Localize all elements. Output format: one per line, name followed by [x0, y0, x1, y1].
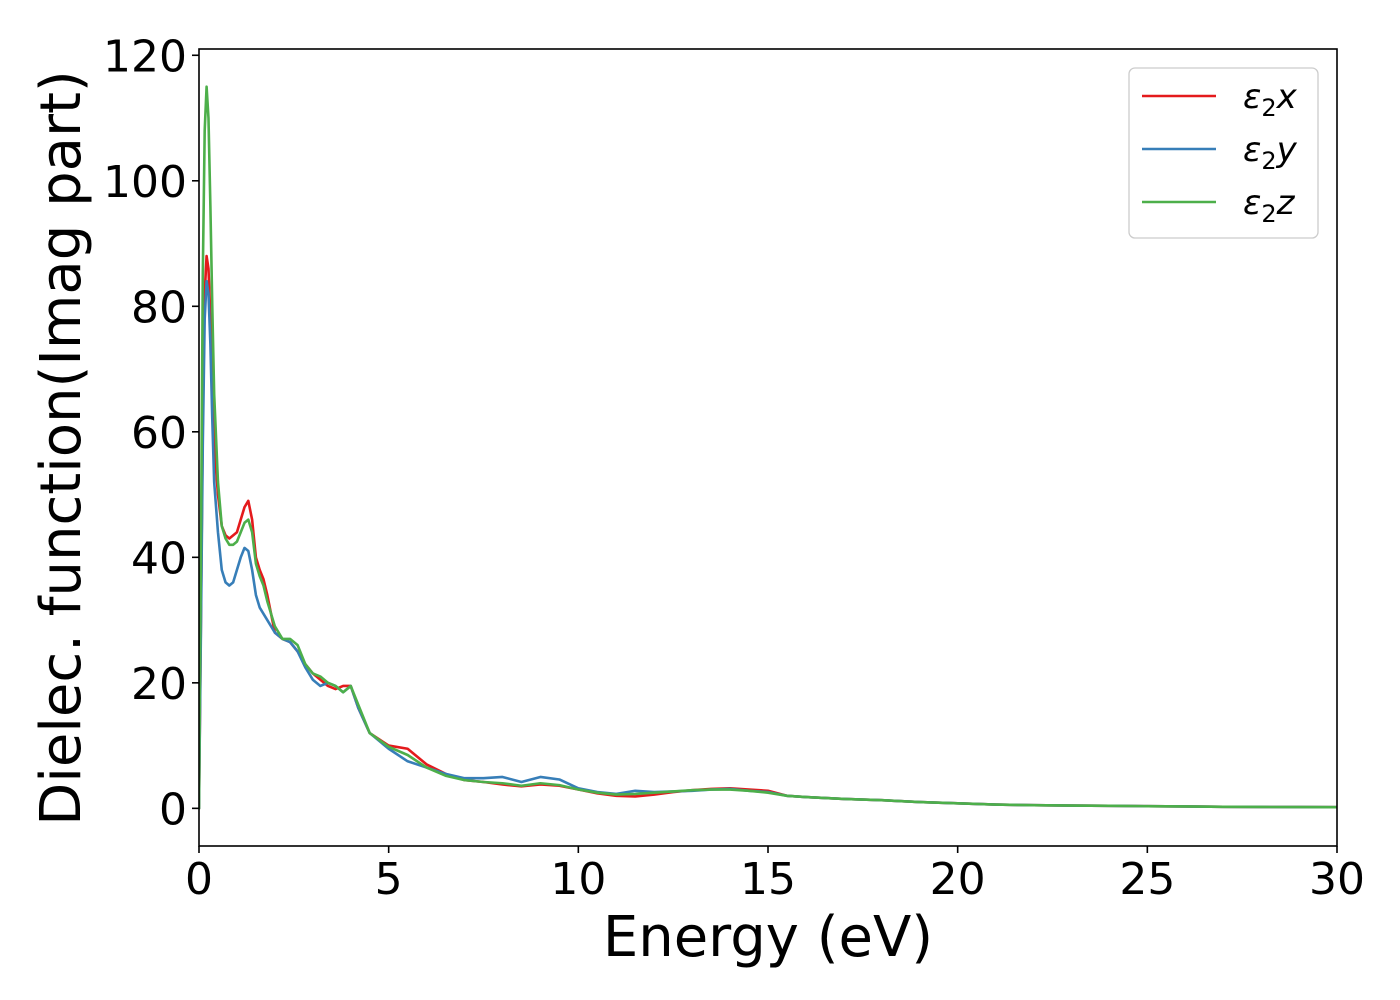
legend-box — [1128, 67, 1319, 239]
x-tick-label: 30 — [1309, 854, 1365, 905]
x-tick-label: 10 — [550, 854, 606, 905]
series-line-x — [199, 254, 1337, 810]
x-axis-label: Energy (eV) — [603, 905, 933, 970]
legend-label-x: ε2x — [1243, 77, 1298, 122]
x-axis-ticks: 0 5 10 15 20 25 30 — [185, 846, 1365, 905]
y-tick-label: 80 — [131, 282, 187, 333]
y-tick-label: 120 — [103, 31, 187, 82]
series-line-z — [199, 85, 1337, 810]
x-tick-label: 5 — [375, 854, 403, 905]
legend-label-y: ε2y — [1243, 130, 1298, 175]
series-line-y — [199, 279, 1337, 810]
x-tick-label: 20 — [930, 854, 986, 905]
y-tick-label: 60 — [131, 408, 187, 459]
legend-label-z: ε2z — [1243, 183, 1296, 228]
y-tick-label: 40 — [131, 533, 187, 584]
x-tick-label: 0 — [185, 854, 213, 905]
y-axis-ticks: 0 20 40 60 80 100 120 — [103, 31, 199, 835]
y-tick-label: 0 — [159, 784, 187, 835]
y-tick-label: 20 — [131, 659, 187, 710]
legend: ε2x ε2y ε2z — [1128, 67, 1319, 239]
x-tick-label: 15 — [740, 854, 796, 905]
x-tick-label: 25 — [1119, 854, 1175, 905]
series-layer — [199, 85, 1337, 810]
y-tick-label: 100 — [103, 157, 187, 208]
y-axis-label: Dielec. function(Imag part) — [29, 70, 94, 826]
